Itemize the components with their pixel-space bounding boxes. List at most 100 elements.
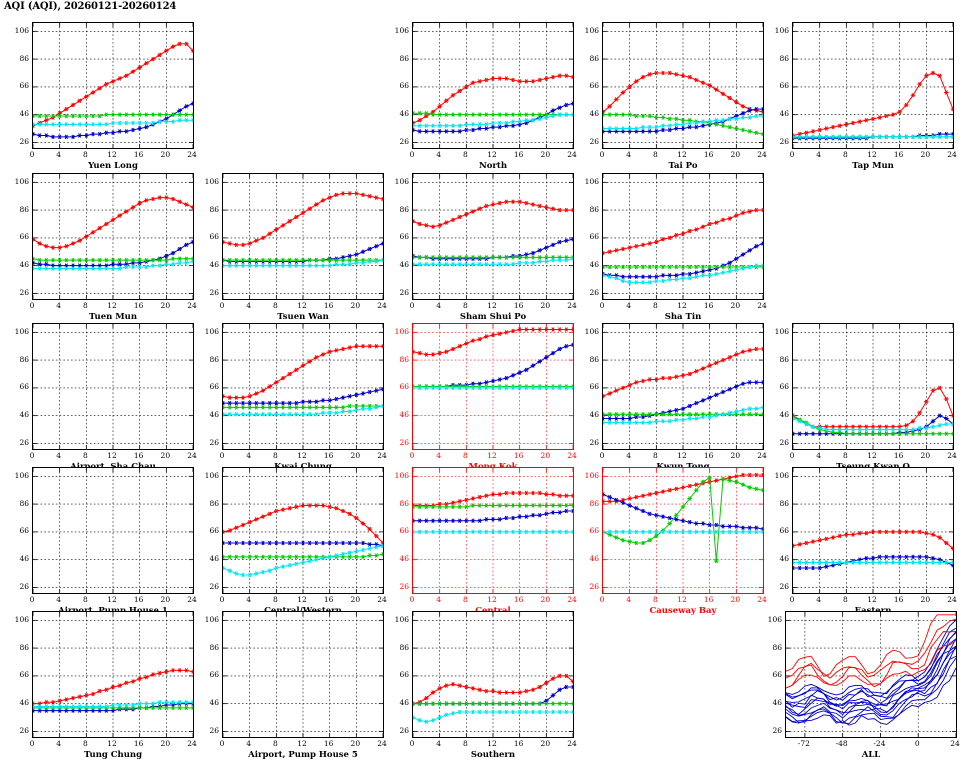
x-tick-label: 20 [730,150,741,159]
x-tick-label: 24 [567,301,577,310]
y-tick-label: 46 [399,260,409,270]
x-tick-label: 16 [513,451,524,460]
y-tick-label: 86 [19,354,29,364]
y-tick-label: 86 [209,498,219,508]
x-tick-label: 4 [246,739,252,748]
x-tick-label: 24 [757,150,767,159]
y-tick-label: 86 [209,642,219,652]
chart-panel-eastern: 2646668610604812162024Eastern [775,467,957,618]
y-tick-label: 66 [399,382,409,392]
y-tick-label: 26 [399,725,409,735]
x-tick-label: 20 [920,150,931,159]
x-tick-label: 4 [626,301,632,310]
x-tick-label: 16 [133,739,144,748]
x-tick-label: 24 [377,451,387,460]
x-tick-label: 4 [246,451,252,460]
plot-area [32,22,194,149]
y-tick-label: 26 [779,581,789,591]
x-tick-label: 12 [297,301,307,310]
x-tick-label: 16 [893,150,904,159]
y-tick-label: 66 [589,526,599,536]
plot-area [602,22,764,149]
chart-panel-tsuen-wan: 26 46 66 86 106 0 4 8 12 16 20 24 Tsuen Wan [205,173,387,324]
x-tick-label: 12 [487,739,497,748]
y-tick-label: 26 [209,287,219,297]
y-tick-label: 86 [779,354,789,364]
x-tick-label: 24 [757,451,767,460]
x-tick-label: 16 [133,301,144,310]
x-tick-label: 16 [703,451,714,460]
x-tick-label: 4 [56,595,62,604]
y-tick-label: 86 [772,642,782,652]
y-tick-label: 26 [399,581,409,591]
x-tick-label: 24 [950,739,960,748]
y-tick-label: 26 [209,581,219,591]
x-tick-label: 8 [82,301,88,310]
x-tick-label: 20 [160,451,171,460]
x-tick-label: 12 [107,739,117,748]
y-tick-label: 26 [19,437,29,447]
x-tick-label: 16 [703,301,714,310]
y-tick-label: 46 [589,260,599,270]
y-tick-label: 86 [399,354,409,364]
x-tick-label: 0 [789,451,795,460]
x-tick-label: 0 [409,739,415,748]
chart-panel-tuen-mun: 26 46 66 86 106 0 4 8 12 16 20 24 Tuen Mun [15,173,197,324]
x-tick-label: 4 [626,451,632,460]
y-tick-label: 46 [589,554,599,564]
y-tick-label: 46 [779,554,789,564]
x-tick-label: 4 [56,739,62,748]
x-tick-label: 24 [567,595,577,604]
x-tick-label: 8 [652,301,658,310]
x-tick-label: 24 [187,301,197,310]
x-tick-label: 24 [947,150,957,159]
y-tick-label: 26 [399,287,409,297]
x-tick-label: 0 [599,150,605,159]
y-tick-label: 46 [399,410,409,420]
x-tick-label: 20 [540,150,551,159]
plot-area [32,611,194,738]
x-tick-label: 8 [82,150,88,159]
y-tick-label: 46 [399,554,409,564]
panel-caption: Sha Tin [664,312,702,322]
x-tick-label: 8 [462,150,468,159]
plot-area [412,467,574,594]
x-tick-label: 12 [867,595,877,604]
y-tick-label: 86 [589,354,599,364]
x-tick-label: 4 [436,595,442,604]
y-tick-label: 106 [584,326,599,336]
y-tick-label: 106 [14,176,29,186]
x-tick-label: 8 [82,451,88,460]
x-tick-label: 12 [487,595,497,604]
plot-area [412,323,574,450]
plot-area [785,611,957,738]
x-tick-label: 24 [377,739,387,748]
x-tick-label: 16 [513,150,524,159]
panel-caption: Tung Chung [83,750,143,760]
y-tick-label: 46 [589,109,599,119]
chart-panel-tseung-kwan-o: 2646668610604812162024Tseung Kwan O [775,323,957,474]
y-tick-label: 86 [19,204,29,214]
x-tick-label: 12 [107,301,117,310]
panel-caption: Sham Shui Po [459,312,527,322]
y-tick-label: 106 [584,25,599,35]
y-tick-label: 66 [19,81,29,91]
plot-area [222,467,384,594]
y-tick-label: 106 [14,326,29,336]
x-tick-label: 12 [487,150,497,159]
y-tick-label: 106 [774,25,789,35]
x-tick-label: 20 [160,301,171,310]
y-tick-label: 66 [19,526,29,536]
x-tick-label: 4 [816,150,822,159]
x-tick-label: 20 [160,739,171,748]
y-tick-label: 66 [589,81,599,91]
x-tick-label: 8 [82,595,88,604]
y-tick-label: 66 [399,232,409,242]
y-tick-label: 26 [209,725,219,735]
panel-caption: North [478,161,508,171]
y-tick-label: 26 [589,581,599,591]
x-tick-label: 0 [409,301,415,310]
y-tick-label: 106 [584,176,599,186]
y-tick-label: 46 [399,698,409,708]
x-tick-label: 20 [920,451,931,460]
